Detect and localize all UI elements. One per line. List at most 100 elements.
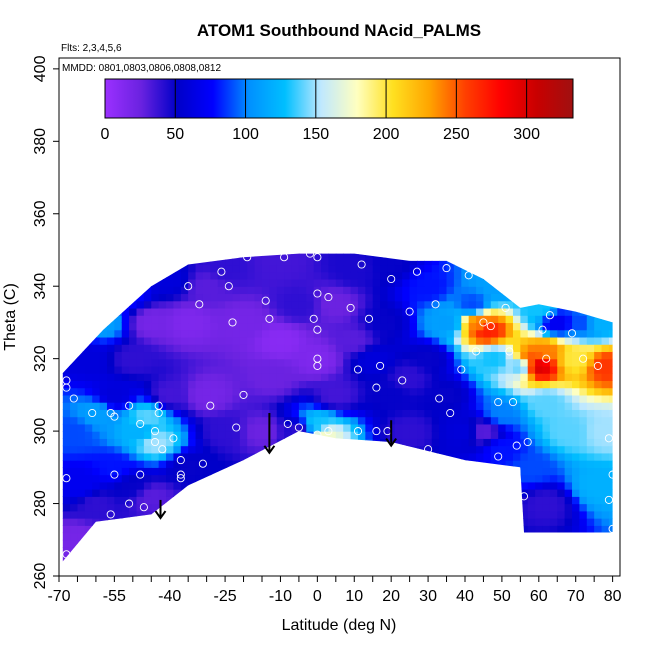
x-tick-label: -40	[158, 588, 181, 605]
observation-point	[283, 419, 292, 428]
y-tick-label: 360	[32, 200, 49, 227]
dates-subtitle: MMDD: 0801,0803,0806,0808,0812	[62, 63, 221, 74]
observation-point	[412, 267, 422, 276]
x-tick-label: -55	[103, 588, 126, 605]
down-arrow	[263, 412, 276, 455]
observation-point	[110, 470, 119, 479]
observation-point	[364, 314, 374, 323]
observation-point	[571, 300, 580, 309]
colorbar-tick-label: 50	[166, 126, 184, 143]
observation-point	[150, 427, 160, 436]
y-tick-label: 260	[32, 563, 49, 590]
colorbar: 0 50 100 150 200 250 300	[101, 78, 574, 143]
observation-point	[224, 282, 233, 291]
observation-point	[261, 296, 270, 305]
x-axis: -70 -55 -40 -25 -10 0 10 20 30 40 50 60 70 80	[47, 576, 622, 605]
observation-point	[512, 441, 521, 450]
observation-point	[431, 300, 440, 309]
observation-point	[136, 470, 145, 479]
x-tick-label: -10	[269, 588, 292, 605]
observation-point	[494, 398, 503, 407]
observation-point	[505, 347, 514, 356]
colorbar-tick-label: 150	[302, 126, 329, 143]
observation-point	[139, 503, 148, 512]
observation-point	[346, 303, 355, 312]
observation-point	[479, 318, 488, 327]
observation-point	[136, 419, 145, 428]
observation-point	[457, 365, 466, 374]
colorbar-tick-label: 0	[101, 126, 110, 143]
observation-point	[353, 427, 363, 436]
observation-point	[62, 383, 71, 392]
observation-point	[604, 434, 613, 443]
observation-point	[106, 510, 115, 519]
observation-point	[593, 361, 602, 370]
observation-point	[398, 376, 407, 385]
x-tick-label: 0	[313, 588, 322, 605]
observation-point	[158, 445, 167, 454]
observation-point	[125, 499, 134, 508]
observation-point	[604, 495, 613, 504]
plot-frame	[58, 57, 621, 577]
observation-point	[198, 459, 207, 468]
x-tick-label: 30	[419, 588, 437, 605]
y-tick-label: 320	[32, 345, 49, 372]
down-arrow	[385, 420, 397, 448]
observation-point	[353, 365, 363, 374]
colorbar-tick-label: 250	[443, 126, 470, 143]
observation-point	[228, 318, 237, 327]
y-tick-label: 380	[32, 128, 49, 155]
observation-point	[313, 361, 322, 370]
observation-point	[62, 474, 71, 483]
x-tick-label: 20	[382, 588, 400, 605]
observation-point	[372, 383, 381, 392]
flights-subtitle: Flts: 2,3,4,5,6	[61, 43, 122, 54]
observation-point	[424, 445, 433, 454]
observation-point	[542, 354, 551, 363]
observation-point	[239, 390, 248, 399]
x-tick-label: -70	[47, 588, 70, 605]
observation-point	[243, 253, 252, 262]
observation-point	[519, 492, 529, 501]
y-tick-label: 300	[32, 418, 49, 445]
x-tick-label: 60	[530, 588, 548, 605]
observation-point	[280, 253, 289, 262]
observation-point	[305, 249, 315, 258]
y-tick-label: 400	[32, 55, 49, 82]
x-tick-label: -25	[214, 588, 237, 605]
observation-point	[508, 398, 518, 407]
x-tick-label: 40	[456, 588, 474, 605]
observation-point	[150, 437, 160, 447]
observation-point	[372, 427, 381, 436]
observation-point	[545, 311, 554, 320]
observation-point	[62, 550, 71, 559]
observation-point	[538, 325, 547, 334]
observation-point	[501, 303, 510, 312]
observation-point	[442, 264, 451, 273]
observation-point	[464, 271, 473, 280]
observation-point	[206, 401, 215, 410]
observation-point	[446, 408, 455, 418]
observation-point	[313, 325, 322, 334]
observation-point	[125, 401, 134, 410]
colorbar-tick-label: 300	[513, 126, 540, 143]
observation-point	[184, 282, 193, 291]
observation-point	[523, 437, 532, 447]
observation-points	[62, 249, 617, 559]
observation-point	[494, 452, 503, 461]
y-tick-label: 280	[32, 490, 49, 517]
observation-point	[457, 463, 466, 472]
observation-point	[169, 434, 178, 443]
observation-point	[608, 524, 617, 533]
observation-point	[176, 456, 185, 465]
observation-point	[232, 423, 241, 432]
observation-point	[567, 329, 577, 338]
observation-point	[313, 289, 322, 298]
observation-point	[357, 260, 366, 269]
heatmap-field	[62, 253, 613, 562]
observation-point	[387, 274, 396, 284]
observation-point	[324, 427, 333, 436]
observation-point	[608, 470, 617, 479]
observation-point	[309, 314, 318, 323]
